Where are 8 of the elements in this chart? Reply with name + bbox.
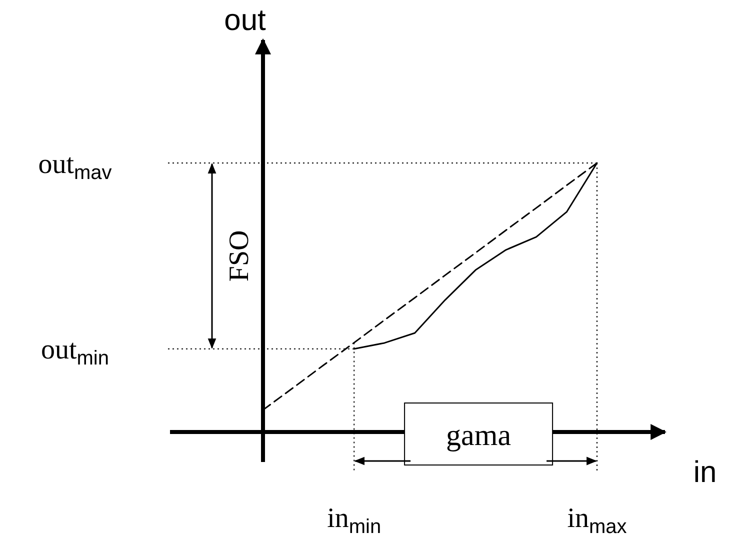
y-axis-title: out (224, 4, 267, 37)
x-tick-label: in$_{min}$ (327, 503, 382, 538)
ref-line-label: out$_{mav}$ (38, 148, 112, 184)
x-axis-title: in (693, 456, 717, 489)
annotation: FSO (224, 230, 255, 282)
annotation: gama (446, 419, 512, 452)
ref-line-label: out$_{min}$ (40, 334, 110, 370)
x-tick-label: in$_{max}$ (567, 503, 627, 538)
